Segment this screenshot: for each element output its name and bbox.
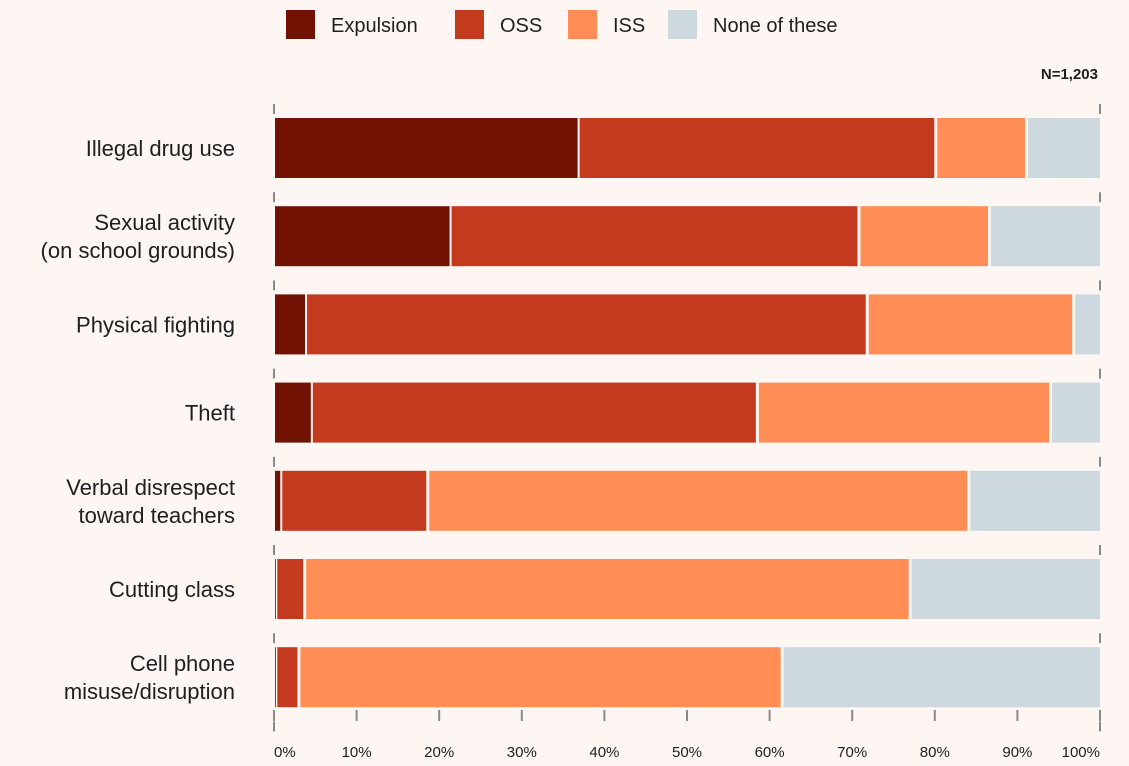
bar-segment-oss [282,470,427,531]
x-tick-label: 80% [920,744,950,761]
x-tick-label: 70% [837,744,867,761]
category-label: Sexual activity (on school grounds) [41,210,235,263]
bars [275,118,1100,708]
bar-segment-none-of-these [990,206,1100,267]
legend-swatch-iss [568,10,597,39]
gridlines [273,104,1101,732]
bar-segment-none-of-these [1052,382,1100,443]
bar-segment-expulsion [275,470,281,531]
x-tick-label: 50% [672,744,702,761]
category-label: Physical fighting [76,312,235,337]
legend-swatch-none-of-these [668,10,697,39]
bar-segment-expulsion [275,206,450,267]
x-tick-label: 90% [1002,744,1032,761]
bar-segment-none-of-these [1028,118,1100,178]
category-labels: Illegal drug use Sexual activity (on schoo… [41,136,235,704]
bar-segment-oss [451,206,858,267]
legend-label-oss: OSS [500,15,542,37]
bar-segment-iss [758,382,1050,443]
bar-segment-expulsion [275,382,311,443]
legend: Expulsion OSS ISS None of these [286,10,838,39]
bar-segment-iss [306,559,909,619]
x-axis-ticks: 0% 10% 20% 30% 40% 50% 60% 70% 80% 90% 100% [273,710,1101,761]
x-tick-label: 10% [342,744,372,761]
legend-swatch-expulsion [286,10,315,39]
x-tick-label: 40% [589,744,619,761]
bar-segment-expulsion [275,647,276,708]
bar-segment-iss [860,206,988,267]
bar-segment-oss [307,294,866,355]
x-tick-label: 20% [424,744,454,761]
bar-segment-iss [937,118,1026,178]
bar-segment-none-of-these [783,647,1100,708]
sample-size-note: N=1,203 [1041,66,1098,83]
bar-segment-none-of-these [1075,294,1100,355]
bar-segment-oss [277,647,298,708]
bar-segment-none-of-these [970,470,1100,531]
bar-segment-oss [277,559,304,619]
legend-label-expulsion: Expulsion [331,15,418,37]
bar-segment-iss [429,470,968,531]
bar-segment-expulsion [275,559,276,619]
x-tick-label: 0% [274,744,296,761]
legend-swatch-oss [455,10,484,39]
category-label: Theft [185,401,235,426]
category-label: Cell phone misuse/disruption [64,651,235,704]
x-tick-label: 60% [755,744,785,761]
x-tick-label: 30% [507,744,537,761]
bar-segment-iss [300,647,781,708]
bar-segment-expulsion [275,118,578,178]
legend-label-none-of-these: None of these [713,15,838,37]
bar-segment-expulsion [275,294,306,355]
bar-segment-oss [579,118,935,178]
x-tick-label: 100% [1062,744,1100,761]
category-label: Illegal drug use [86,136,235,161]
bar-segment-iss [868,294,1073,355]
legend-label-iss: ISS [613,15,645,37]
bar-segment-none-of-these [911,559,1100,619]
bar-segment-oss [312,382,756,443]
category-label: Cutting class [109,577,235,602]
category-label: Verbal disrespect toward teachers [66,475,235,528]
